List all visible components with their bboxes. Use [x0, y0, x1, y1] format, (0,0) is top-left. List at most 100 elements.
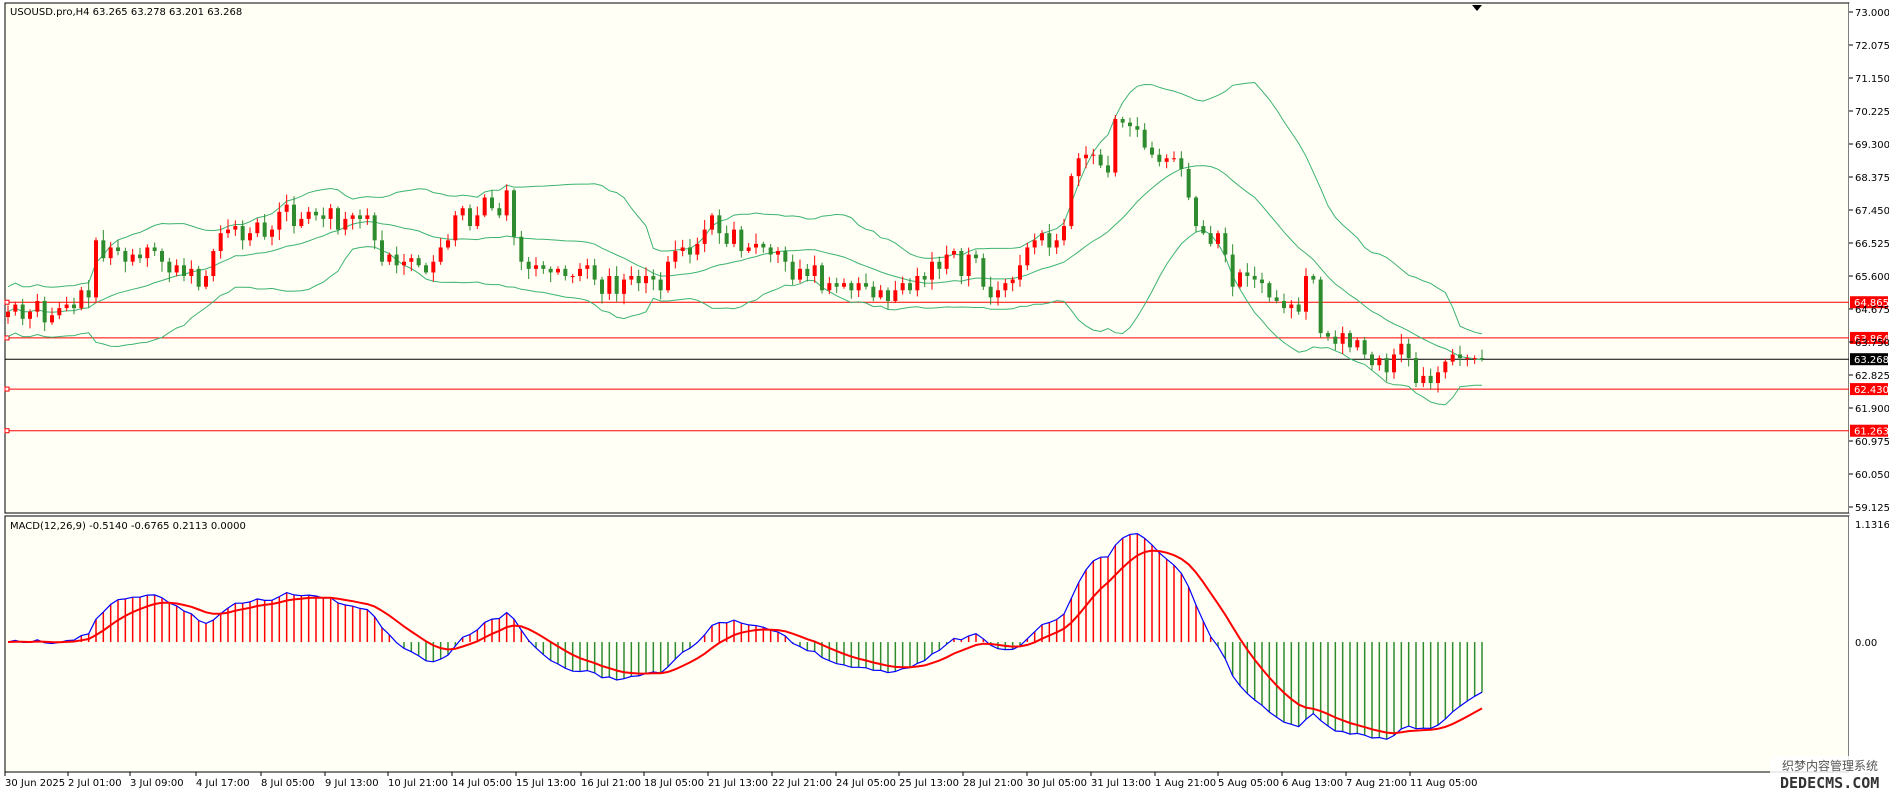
candle: [1465, 354, 1470, 367]
candle-body: [1054, 240, 1059, 248]
candle: [196, 265, 201, 291]
candle: [292, 196, 296, 234]
macd-pane[interactable]: [4, 515, 1850, 773]
candle-body: [306, 211, 311, 219]
candle-body: [1472, 358, 1477, 360]
candle-body: [563, 268, 568, 276]
candle-body: [64, 304, 69, 309]
candle-body: [644, 276, 648, 284]
time-tick-label: 10 Jul 21:00: [388, 778, 448, 789]
candle: [497, 202, 502, 219]
candle: [1032, 233, 1037, 255]
candle-body: [299, 218, 304, 227]
candle-body: [394, 254, 399, 266]
macd-axis: [1849, 516, 1889, 772]
price-tick-label: 61.900: [1855, 404, 1889, 415]
candle-body: [1465, 358, 1470, 360]
candle: [35, 293, 40, 318]
candle: [1384, 353, 1389, 382]
candle: [1025, 242, 1030, 271]
candle: [1150, 141, 1154, 158]
candle-body: [1179, 158, 1184, 169]
candle-body: [1260, 279, 1264, 284]
candle-body: [1164, 158, 1169, 162]
candle-body: [387, 254, 392, 262]
time-axis-layer: 30 Jun 2025 2 Jul 01:00 3 Jul 09:00 4 Jul 1…: [4, 772, 1477, 789]
candle-body: [101, 240, 106, 259]
candle-body: [1135, 126, 1140, 130]
candle: [233, 220, 238, 236]
level-handle-icon[interactable]: [4, 386, 10, 392]
candle-body: [1172, 158, 1176, 160]
candle: [336, 206, 340, 235]
candle-body: [952, 251, 956, 255]
candle: [1274, 290, 1279, 304]
candle-body: [761, 243, 766, 248]
candle: [380, 230, 384, 266]
candle-body: [1010, 279, 1015, 284]
candle-body: [585, 265, 590, 269]
candle-body: [981, 258, 986, 287]
candle: [1450, 348, 1455, 366]
signal-line: [7, 549, 1483, 735]
candle: [1186, 162, 1191, 201]
candle-body: [1370, 354, 1374, 366]
macd-line: [7, 532, 1483, 740]
macd-tick-label: 0.00: [1855, 638, 1877, 649]
candle: [1406, 338, 1411, 367]
candle: [1318, 276, 1323, 338]
level-handle-icon[interactable]: [4, 335, 10, 341]
candle: [372, 212, 377, 250]
chart-shift-marker-icon[interactable]: [1472, 5, 1482, 11]
candle: [974, 250, 978, 264]
price-tick-label: 72.075: [1855, 41, 1889, 52]
candle: [145, 244, 150, 267]
candle-body: [1421, 375, 1426, 384]
candle-body: [1436, 372, 1440, 384]
candle-body: [541, 265, 546, 269]
candle: [834, 277, 839, 294]
candle: [717, 209, 722, 244]
candle: [1003, 278, 1008, 298]
candle: [299, 212, 304, 229]
candle: [1238, 269, 1242, 289]
candle: [1260, 272, 1264, 294]
candle: [468, 204, 472, 231]
candle-body: [534, 265, 538, 269]
candle-body: [578, 268, 582, 276]
candle-body: [108, 247, 113, 259]
candle-body: [636, 276, 641, 284]
candle: [651, 269, 656, 291]
candle: [1120, 116, 1125, 128]
candle: [585, 258, 590, 279]
level-handle-icon[interactable]: [4, 299, 10, 305]
candle: [519, 230, 524, 271]
candle: [101, 230, 106, 262]
candle-body: [1289, 304, 1294, 309]
candle-body: [13, 304, 18, 312]
candle: [570, 273, 575, 284]
level-handle-icon[interactable]: [4, 428, 10, 434]
price-tick-label: 69.300: [1855, 140, 1889, 151]
candle-body: [1252, 276, 1257, 280]
candle-body: [783, 251, 788, 262]
candle: [28, 309, 32, 329]
candle-body: [1443, 361, 1448, 373]
candle: [900, 276, 905, 295]
candle: [86, 280, 91, 308]
candle: [1223, 227, 1228, 263]
candle-body: [1062, 226, 1066, 241]
candle: [64, 296, 69, 312]
candle: [328, 204, 333, 230]
candle-body: [86, 290, 91, 298]
candle-body: [827, 283, 832, 291]
candle: [130, 248, 135, 266]
candle: [724, 225, 729, 248]
candle-body: [1150, 147, 1154, 155]
candle: [915, 267, 920, 297]
candle-body: [1355, 340, 1360, 348]
candle: [204, 270, 208, 290]
candle-body: [350, 215, 355, 219]
bollinger-upper-line: [7, 81, 1483, 335]
